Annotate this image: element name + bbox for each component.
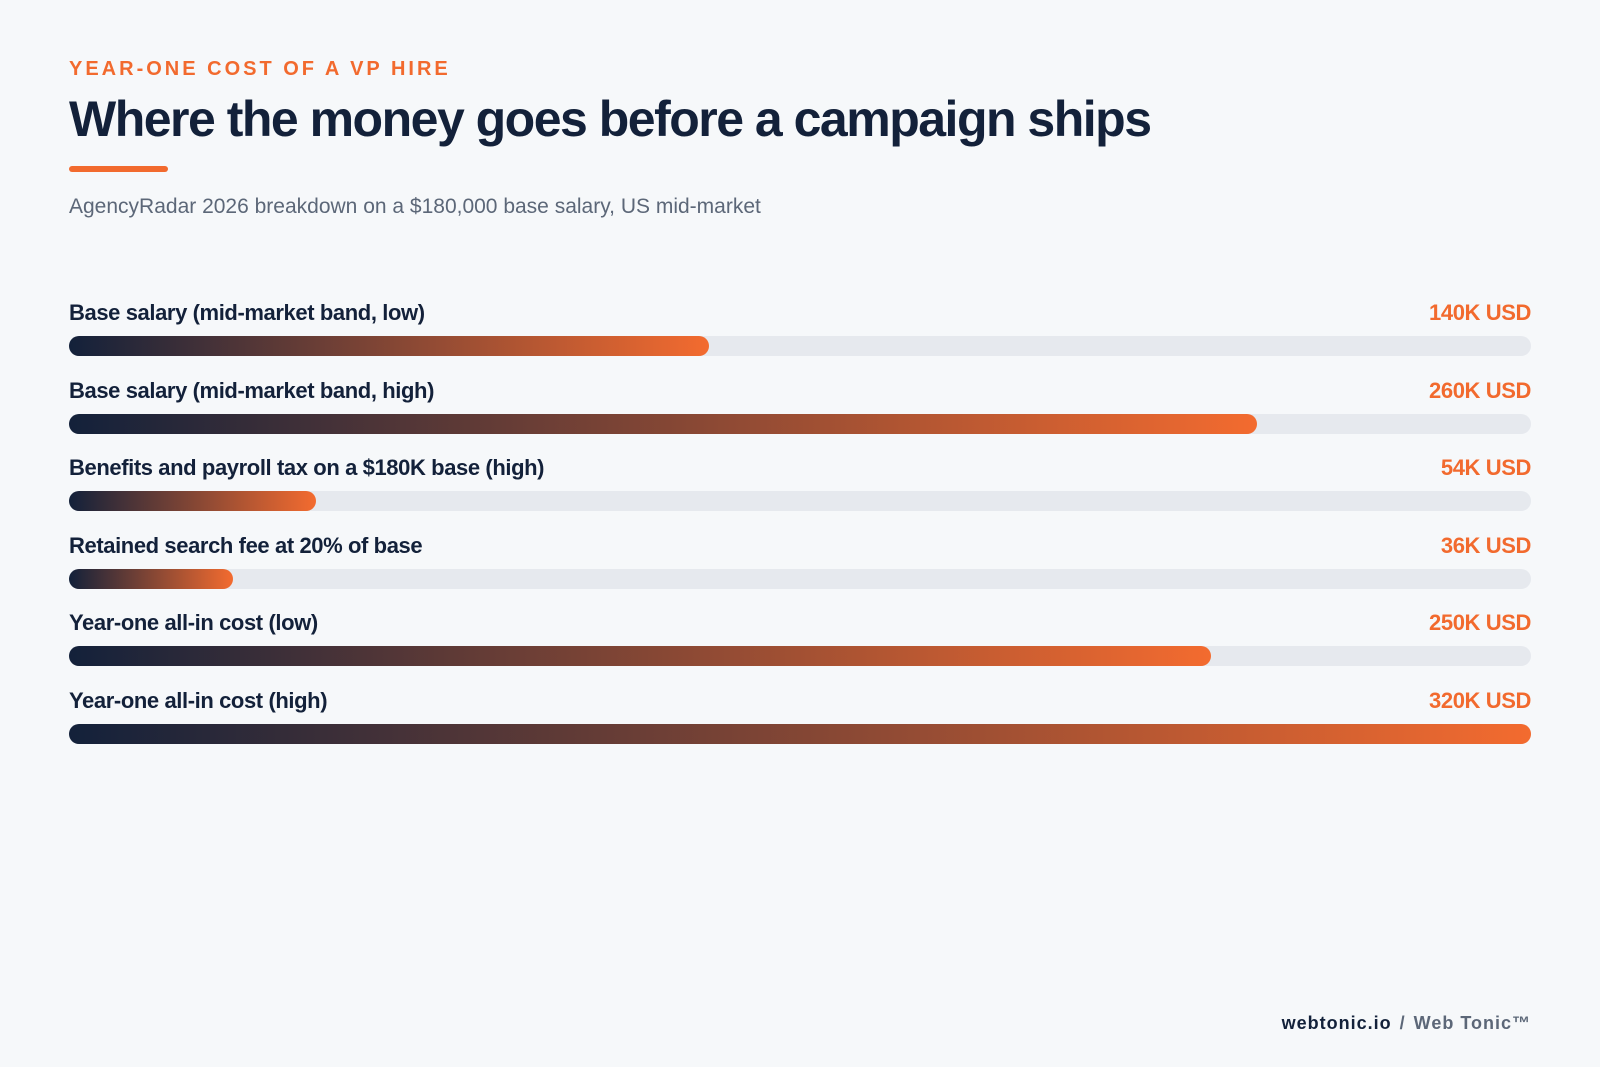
bar-value-label: 36K USD: [1440, 532, 1532, 558]
bar-label: Year-one all-in cost (high): [69, 687, 328, 713]
bar-value-label: 140K USD: [1429, 300, 1531, 325]
eyebrow-label: YEAR-ONE COST OF A VP HIRE: [69, 58, 451, 80]
bar-track: [69, 491, 1531, 512]
bar-label: Benefits and payroll tax on a $180K base…: [69, 455, 545, 481]
infographic: YEAR-ONE COST OF A VP HIRE Where the mon…: [69, 0, 1531, 1067]
subtitle: AgencyRadar 2026 breakdown on a $180,000…: [69, 195, 761, 218]
page-title: Where the money goes before a campaign s…: [69, 91, 1152, 147]
bar-row: Retained search fee at 20% of base 36K US…: [69, 529, 1531, 607]
bar-row: Year-one all-in cost (low) 250K USD: [69, 606, 1531, 684]
bar-track: [69, 723, 1531, 744]
bar: [69, 336, 709, 356]
bar-track: [69, 568, 1531, 589]
bar-label: Year-one all-in cost (low): [69, 610, 318, 636]
bar-value-label: 260K USD: [1429, 377, 1531, 403]
bar-row: Base salary (mid-market band, high) 260K …: [69, 374, 1531, 452]
title-underline: [69, 166, 168, 172]
footer-separator: /: [1399, 1013, 1406, 1033]
bar: [69, 646, 1212, 667]
bar: [69, 491, 316, 512]
bar-track: [69, 646, 1531, 667]
bar-track: [69, 336, 1531, 356]
bar-row: Benefits and payroll tax on a $180K base…: [69, 451, 1531, 529]
bar-value-label: 250K USD: [1429, 610, 1531, 636]
bar-label: Base salary (mid-market band, low): [69, 300, 425, 325]
footer-credit: webtonic.io / Web Tonic™: [1282, 1013, 1531, 1034]
bar: [69, 723, 1531, 744]
bar: [69, 568, 234, 589]
bar-chart: Base salary (mid-market band, low) 140K U…: [69, 296, 1531, 762]
bar-label: Retained search fee at 20% of base: [69, 532, 423, 558]
bar-track: [69, 413, 1531, 434]
bar-row: Base salary (mid-market band, low) 140K U…: [69, 296, 1531, 374]
bar: [69, 413, 1257, 434]
bar-value-label: 320K USD: [1429, 687, 1531, 713]
footer-brand: Web Tonic™: [1413, 1013, 1531, 1033]
bar-row: Year-one all-in cost (high) 320K USD: [69, 684, 1531, 762]
footer-site: webtonic.io: [1281, 1013, 1392, 1033]
bar-label: Base salary (mid-market band, high): [69, 377, 434, 403]
bar-value-label: 54K USD: [1440, 455, 1532, 481]
